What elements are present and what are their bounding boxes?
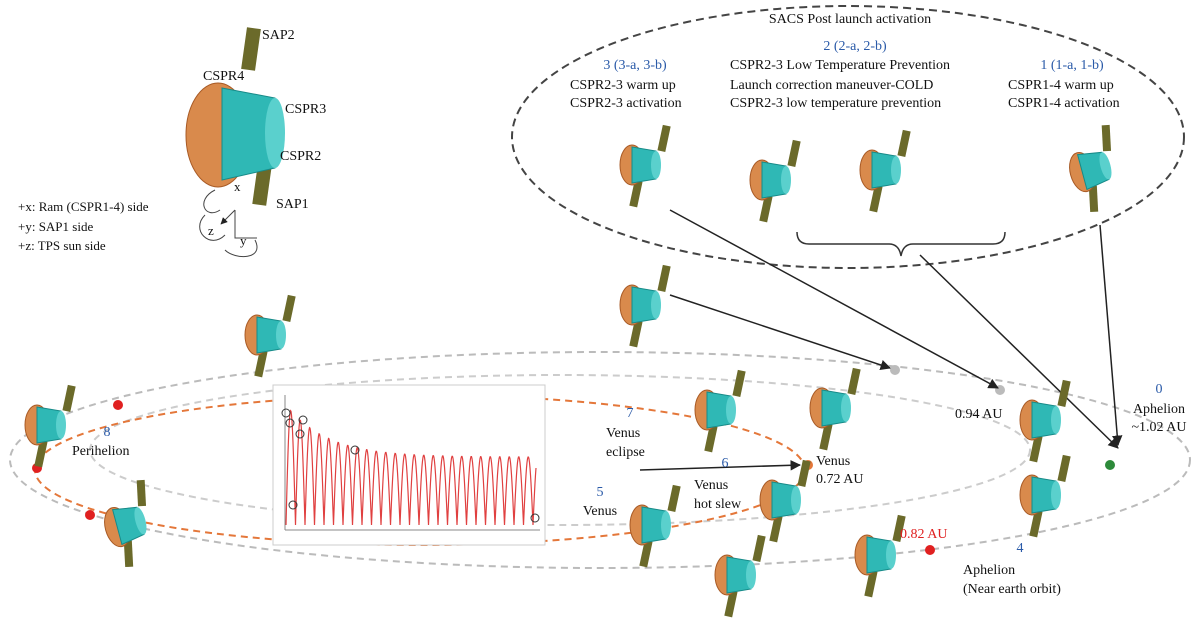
part-label: SAP1: [276, 197, 309, 212]
diagram: SAP2 CSPR4 CSPR3 CSPR2 SAP1 x z y +x: Ra…: [0, 0, 1195, 627]
point-label: Aphelion: [1133, 402, 1185, 417]
phase-number: 3 (3-a, 3-b): [603, 58, 667, 73]
point-label: Venus: [694, 478, 728, 493]
point-number: 7: [627, 406, 634, 421]
axis-label: z: [208, 223, 214, 238]
axis-label: y: [240, 233, 247, 248]
brace: [797, 232, 1005, 256]
part-label: SAP2: [262, 28, 295, 43]
point-number: 6: [722, 456, 729, 471]
phase-line: CSPR2-3 activation: [570, 96, 682, 111]
point-number: 5: [597, 485, 604, 500]
point-number: 8: [104, 425, 111, 440]
point-number: 0: [1156, 382, 1163, 397]
point-label: Venus: [583, 504, 617, 519]
point-label: hot slew: [694, 497, 742, 512]
point-number: 4: [1017, 541, 1024, 556]
point-label: Aphelion: [963, 563, 1015, 578]
phase-line: CSPR2-3 low temperature prevention: [730, 96, 941, 111]
part-label: CSPR3: [285, 102, 326, 117]
axis-note: +z: TPS sun side: [18, 238, 106, 253]
point-label: Perihelion: [72, 444, 130, 459]
phase-line: Launch correction maneuver-COLD: [730, 78, 933, 93]
point-label: eclipse: [606, 445, 645, 460]
venus-label: 0.72 AU: [816, 472, 863, 487]
phase-number: 2 (2-a, 2-b): [823, 39, 887, 54]
distance-label: 0.82 AU: [900, 527, 947, 542]
orbit-dots: [32, 365, 1115, 555]
part-label: CSPR4: [203, 69, 244, 84]
phase-line: CSPR2-3 warm up: [570, 78, 676, 93]
phase-line: CSPR2-3 Low Temperature Prevention: [730, 58, 950, 73]
inset-plot: [273, 385, 545, 545]
axis-label: x: [234, 179, 241, 194]
phase-line: CSPR1-4 activation: [1008, 96, 1120, 111]
phase-number: 1 (1-a, 1-b): [1040, 58, 1104, 73]
spacecraft-figure: [186, 27, 285, 256]
axis-note: +y: SAP1 side: [18, 219, 93, 234]
distance-label: 0.94 AU: [955, 407, 1002, 422]
axis-note: +x: Ram (CSPR1-4) side: [18, 199, 149, 214]
point-label: ~1.02 AU: [1131, 420, 1186, 435]
orbits: [10, 352, 1190, 568]
part-label: CSPR2: [280, 149, 321, 164]
phase-line: CSPR1-4 warm up: [1008, 78, 1114, 93]
activation-title: SACS Post launch activation: [769, 12, 931, 27]
venus-label: Venus: [816, 454, 850, 469]
point-label: Venus: [606, 426, 640, 441]
point-label: (Near earth orbit): [963, 582, 1061, 597]
